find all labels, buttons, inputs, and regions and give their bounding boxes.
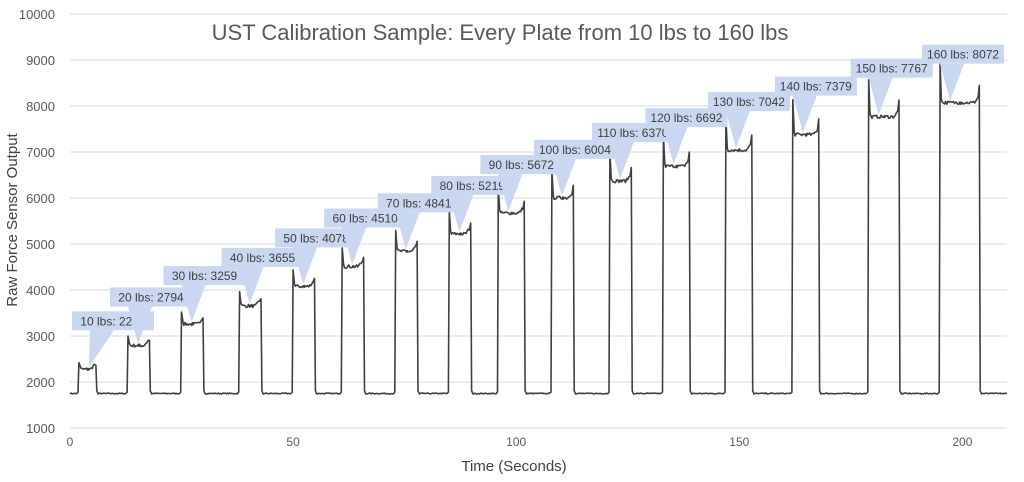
callout-pointer [128,306,153,344]
callout-box [850,58,933,78]
callout-box [221,247,304,267]
callout-pointer [293,247,318,285]
callout-box [645,108,728,128]
plateau-point [351,265,355,269]
axes: 1000200030004000500060007000800090001000… [19,7,973,449]
callout-pointer [609,141,634,179]
grid [70,13,1007,429]
y-axis-label: Raw Force Sensor Output [4,132,21,306]
callout-pointer [395,212,420,250]
callout-box [922,44,1005,64]
y-tick-label: 4000 [26,283,55,298]
y-tick-label: 7000 [26,145,55,160]
x-tick-label: 50 [286,435,300,449]
callout-pointer [88,330,114,368]
plateau-point [804,133,808,137]
data-label: 160 lbs: 8072 [927,48,999,62]
chart-title: UST Calibration Sample: Every Plate from… [212,20,789,45]
callout-box [431,175,514,195]
y-tick-label: 5000 [26,237,55,252]
callout-box [774,76,857,96]
plateau-point [458,232,462,236]
callout-pointer [342,227,367,265]
x-tick-label: 200 [952,435,972,449]
data-label: 30 lbs: 3259 [172,269,238,283]
plateau-point [191,322,195,326]
force-series-line [69,63,1007,395]
callout-pointer [551,158,576,196]
plateau-point [249,304,253,308]
callout-pointer [868,77,893,115]
plateau-point [302,284,306,288]
plateau-point [958,101,962,105]
data-label: 120 lbs: 6692 [650,111,722,125]
plateau-point [510,211,514,215]
y-tick-label: 8000 [26,99,55,114]
data-label: 50 lbs: 4078 [283,231,349,245]
callout-box [533,139,616,159]
x-tick-label: 0 [67,435,74,449]
x-tick-label: 100 [506,435,526,449]
callout-box [275,228,358,248]
data-label: 70 lbs: 4841 [386,196,452,210]
data-label: 20 lbs: 2794 [118,290,184,304]
callout-box [163,266,246,286]
plateau-point [675,164,679,168]
callout-box [707,92,790,112]
callouts: 10 lbs: 2277 20 lbs: 2794 30 lbs: 3259 40 l… [72,44,1005,368]
data-label: 140 lbs: 7379 [780,80,852,94]
plateau-point [561,196,565,200]
callout-pointer [792,95,817,133]
data-label: 130 lbs: 7042 [713,95,785,109]
callout-box [110,287,193,307]
y-tick-label: 10000 [19,7,55,22]
data-label: 100 lbs: 6004 [539,143,611,157]
plateau-point [137,343,141,347]
plateau-point [405,249,409,253]
series [69,63,1007,395]
data-label: 40 lbs: 3655 [230,251,296,265]
data-label: 110 lbs: 6370 [597,126,668,140]
data-label: 150 lbs: 7767 [856,62,928,76]
callout-box [377,193,460,213]
plateau-point [737,148,741,152]
data-label: 60 lbs: 4510 [332,212,398,226]
callout-pointer [663,127,688,165]
callout-box [324,208,407,228]
callout-box [591,122,674,142]
callout-pointer [940,63,965,101]
y-tick-label: 2000 [26,375,55,390]
plateau-point [882,115,886,119]
x-axis-label: Time (Seconds) [461,458,566,475]
y-tick-label: 1000 [26,421,55,436]
callout-pointer [181,285,206,323]
callout-pointer [498,174,523,212]
callout-box [480,155,563,175]
data-label: 90 lbs: 5672 [489,158,555,172]
plateau-point [86,367,90,371]
plateau-point [619,179,623,183]
data-label: 10 lbs: 2277 [80,314,146,328]
y-tick-label: 9000 [26,53,55,68]
callout-pointer [449,194,474,232]
data-label: 80 lbs: 5219 [440,179,506,193]
callout-pointer [725,111,750,149]
x-tick-label: 150 [729,435,749,449]
y-tick-label: 6000 [26,191,55,206]
callout-pointer [239,266,264,304]
y-tick-label: 3000 [26,329,55,344]
